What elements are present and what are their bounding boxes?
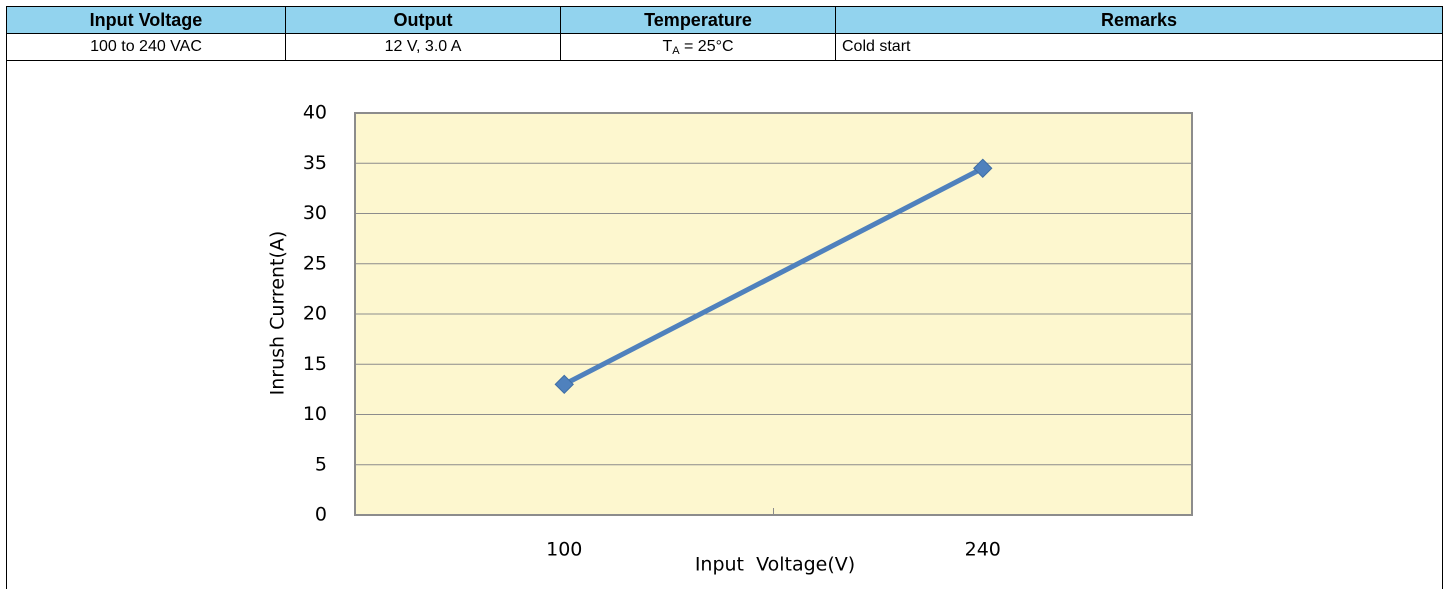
spec-table: Input Voltage Output Temperature Remarks…: [6, 6, 1443, 61]
chart: Input Voltage(V) Inrush Current(A) 0 5 10 1…: [267, 102, 1193, 576]
cell: Cold start: [835, 33, 1443, 61]
cell: TA = 25°C: [560, 33, 836, 61]
y-tick-label: 40: [303, 102, 327, 124]
subscript: A: [672, 44, 680, 57]
header-cell: Output: [285, 6, 561, 34]
x-tick-label: 240: [965, 539, 1001, 561]
data-row: 100 to 240 VAC 12 V, 3.0 A TA = 25°C Col…: [6, 33, 1443, 61]
y-tick-label: 30: [303, 202, 327, 224]
y-tick-label: 25: [303, 252, 327, 274]
header-row: Input Voltage Output Temperature Remarks: [6, 6, 1443, 34]
y-tick-label: 15: [303, 353, 327, 375]
y-tick-label: 35: [303, 152, 327, 174]
y-tick-label: 20: [303, 303, 327, 325]
chart-frame: [6, 59, 1443, 589]
header-cell: Input Voltage: [6, 6, 286, 34]
cell: 100 to 240 VAC: [6, 33, 286, 61]
x-tick-label: 100: [546, 539, 582, 561]
cell: 12 V, 3.0 A: [285, 33, 561, 61]
y-axis-title: Inrush Current(A): [267, 231, 289, 396]
y-tick-label: 10: [303, 403, 327, 425]
line: [563, 166, 984, 387]
symbol: T: [662, 37, 673, 55]
x-axis-title: Input Voltage(V): [695, 554, 855, 576]
marker: [973, 158, 993, 178]
cell-text: = 25°C: [679, 37, 734, 55]
marker: [554, 374, 574, 395]
y-tick-label: 5: [315, 453, 327, 475]
header-cell: Remarks: [835, 6, 1443, 34]
header-cell: Temperature: [560, 6, 836, 34]
y-tick-label: 0: [315, 504, 327, 526]
